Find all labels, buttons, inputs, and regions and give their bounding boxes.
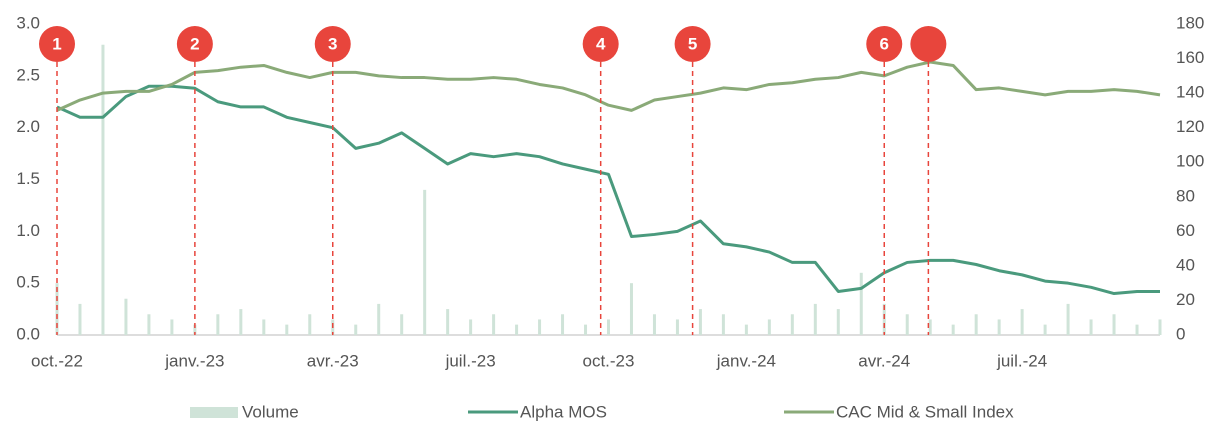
y2-tick-label: 20 [1176,290,1195,309]
volume-bar [859,272,863,335]
volume-bar [492,314,496,335]
volume-bar [790,314,794,335]
event-marker [39,26,75,62]
volume-bar [216,314,220,335]
x-tick-label: avr.-23 [307,351,359,370]
y-tick-label: 3.0 [16,13,40,32]
volume-bar [423,189,427,335]
y2-tick-label: 120 [1176,117,1204,136]
event-marker [866,26,903,62]
x-tick-label: juil.-24 [996,351,1047,370]
legend-label: Alpha MOS [520,402,607,421]
x-tick-label: oct.-23 [583,351,635,370]
volume-bar [836,309,840,335]
series-line [56,60,1161,112]
volume-bar [1043,324,1047,335]
volume-bar [974,314,978,335]
y2-tick-label: 140 [1176,83,1204,102]
volume-bar [538,319,542,335]
x-tick-label: oct.-22 [31,351,83,370]
volume-bar [147,314,151,335]
volume-bar [813,303,817,335]
y-tick-label: 2.5 [16,65,40,84]
volume-bar [78,303,82,335]
x-tick-label: juil.-23 [445,351,496,370]
event-marker [314,26,351,62]
legend-swatch [190,407,238,418]
y-tick-label: 2.0 [16,117,40,136]
volume-bar [721,314,725,335]
event-marker [582,26,619,62]
event-marker [910,26,947,62]
y-tick-label: 1.5 [16,169,40,188]
y-tick-label: 0.0 [16,324,40,343]
volume-bar [928,319,932,335]
y2-tick-label: 180 [1176,13,1204,32]
volume-bar [675,319,679,335]
volume-bar [744,324,748,335]
y2-tick-label: 80 [1176,186,1195,205]
y-tick-label: 0.5 [16,273,40,292]
volume-bar [1066,303,1070,335]
event-label: 3 [328,34,337,53]
y2-tick-label: 160 [1176,48,1204,67]
volume-bar [101,44,105,335]
volume-bar [377,303,381,335]
volume-bar [905,314,909,335]
volume-bar [767,319,771,335]
volume-bar [446,309,450,335]
x-tick-label: janv.-23 [164,351,224,370]
volume-bar [584,324,588,335]
volume-bar [1158,319,1162,335]
y2-tick-label: 0 [1176,324,1185,343]
volume-bar [1112,314,1116,335]
event-label: 5 [688,34,697,53]
volume-bar [1089,319,1093,335]
legend-label: Volume [242,402,299,421]
volume-bar [515,324,519,335]
x-tick-label: avr.-24 [858,351,910,370]
volume-bar [882,303,886,335]
y2-tick-label: 40 [1176,255,1195,274]
y-tick-label: 1.0 [16,221,40,240]
volume-bar [308,314,312,335]
event-label: 1 [52,34,61,53]
volume-bar [354,324,358,335]
event-label: 6 [880,34,889,53]
volume-bar [951,324,955,335]
volume-bar [607,319,610,335]
volume-bar [262,319,266,335]
volume-bar [239,309,243,335]
series-line [56,84,1160,296]
volume-bar [652,314,656,335]
event-marker [176,26,213,62]
volume-bar [170,319,174,335]
volume-bar [124,298,128,335]
volume-bar [469,319,473,335]
event-marker [674,26,711,62]
x-tick-label: janv.-24 [716,351,776,370]
legend-label: CAC Mid & Small Index [836,402,1014,421]
y2-tick-label: 100 [1176,152,1204,171]
volume-bar [400,314,404,335]
volume-bar [997,319,1001,335]
event-label: 4 [596,34,606,53]
volume-bar [698,309,702,335]
volume-bar [285,324,289,335]
volume-bar [629,283,633,335]
y2-tick-label: 60 [1176,221,1195,240]
volume-bar [1135,324,1139,335]
volume-bar [1020,309,1024,335]
event-label: 2 [190,34,199,53]
volume-bar [561,314,565,335]
volume-bar [193,324,197,335]
